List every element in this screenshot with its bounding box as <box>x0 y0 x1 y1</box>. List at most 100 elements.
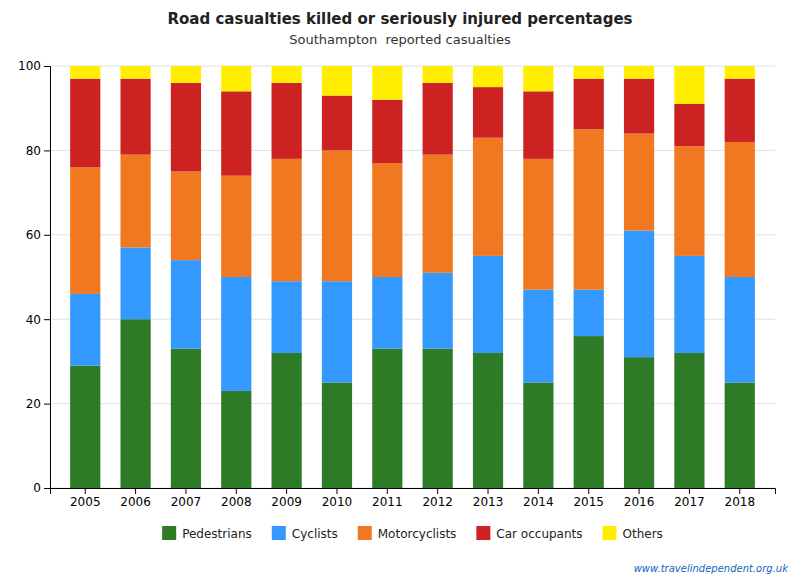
tick-mark <box>185 488 186 494</box>
tick: 2008 <box>221 488 252 509</box>
tick-mark <box>44 66 50 67</box>
tick-mark <box>44 488 50 489</box>
tick: 2015 <box>573 488 604 509</box>
tick-label: 20 <box>26 397 41 411</box>
tick: 2017 <box>674 488 705 509</box>
grid-line <box>50 150 775 151</box>
tick-label: 2016 <box>624 495 655 509</box>
bar <box>423 349 453 488</box>
bar <box>574 66 604 79</box>
bar <box>221 176 251 277</box>
tick-label: 2007 <box>171 495 202 509</box>
tick-label: 40 <box>26 313 41 327</box>
tick-label: 2008 <box>221 495 252 509</box>
bar <box>725 79 755 142</box>
bar <box>423 66 453 83</box>
bar <box>171 83 201 172</box>
legend-label: Cyclists <box>292 527 338 541</box>
tick-label: 2018 <box>724 495 755 509</box>
bar <box>322 66 352 96</box>
tick: 80 <box>26 144 50 158</box>
tick-mark <box>44 404 50 405</box>
tick: 2006 <box>120 488 151 509</box>
tick-mark <box>488 488 489 494</box>
bar <box>372 163 402 277</box>
bar <box>171 172 201 261</box>
bar <box>574 79 604 130</box>
bar <box>574 336 604 488</box>
tick-mark <box>44 150 50 151</box>
bar <box>272 281 302 353</box>
bar <box>322 383 352 489</box>
bar <box>725 383 755 489</box>
bar <box>674 146 704 256</box>
bar <box>70 66 100 79</box>
grid-line <box>50 403 775 404</box>
y-axis: 0 20 40 60 80 100 <box>18 59 50 495</box>
bar <box>171 349 201 488</box>
grid-line <box>50 319 775 320</box>
tick: 2013 <box>473 488 504 509</box>
tick: 2010 <box>322 488 353 509</box>
tick-label: 2013 <box>473 495 504 509</box>
x-axis: 2005 2006 2007 2008 2009 2010 2011 2012 2013 2014… <box>51 488 776 509</box>
bar <box>523 290 553 383</box>
tick: 2014 <box>523 488 554 509</box>
legend: Pedestrians Cyclists Motorcyclists Car occu… <box>162 526 663 541</box>
bar <box>372 277 402 349</box>
bar <box>272 66 302 83</box>
bar <box>624 231 654 358</box>
tick-mark <box>336 488 337 494</box>
bar <box>423 273 453 349</box>
grid-line <box>50 66 775 67</box>
bar <box>221 91 251 175</box>
tick-label: 2009 <box>271 495 302 509</box>
bar <box>523 91 553 159</box>
tick: 20 <box>26 397 50 411</box>
series <box>70 79 755 176</box>
bar <box>574 129 604 289</box>
tick: 2018 <box>724 488 755 509</box>
tick: 40 <box>26 313 50 327</box>
bar <box>423 155 453 273</box>
series <box>70 66 755 104</box>
legend-item: Pedestrians <box>162 526 252 541</box>
tick: 0 <box>33 481 50 495</box>
legend-label: Motorcyclists <box>378 527 457 541</box>
tick-mark <box>236 488 237 494</box>
tick: 2011 <box>372 488 403 509</box>
bar <box>372 100 402 163</box>
tick-label: 100 <box>18 59 41 73</box>
legend-label: Others <box>623 527 663 541</box>
tick-mark <box>387 488 388 494</box>
bar <box>272 353 302 488</box>
chart: Road casualties killed or seriously inju… <box>0 0 800 580</box>
bar <box>120 79 150 155</box>
legend-item: Car occupants <box>476 526 582 541</box>
tick-label: 2005 <box>70 495 101 509</box>
bar <box>120 247 150 319</box>
tick: 2005 <box>70 488 101 509</box>
legend-item: Cyclists <box>272 526 338 541</box>
bar <box>473 353 503 488</box>
bar <box>624 79 654 134</box>
bar <box>574 290 604 336</box>
grid <box>50 66 775 488</box>
axis-line <box>44 67 51 489</box>
tick: 100 <box>18 59 50 73</box>
annotation: www.travelindependent.org.uk <box>634 563 790 574</box>
bar <box>473 87 503 138</box>
bar <box>272 83 302 159</box>
legend-label: Car occupants <box>496 527 582 541</box>
axis-line <box>51 489 776 495</box>
bar <box>322 96 352 151</box>
tick-label: 60 <box>26 228 41 242</box>
tick-mark <box>739 488 740 494</box>
tick-label: 80 <box>26 144 41 158</box>
tick-label: 2014 <box>523 495 554 509</box>
bar <box>624 134 654 231</box>
legend-swatch <box>603 526 617 540</box>
tick-label: 2012 <box>422 495 453 509</box>
tick-mark <box>639 488 640 494</box>
tick-mark <box>44 319 50 320</box>
